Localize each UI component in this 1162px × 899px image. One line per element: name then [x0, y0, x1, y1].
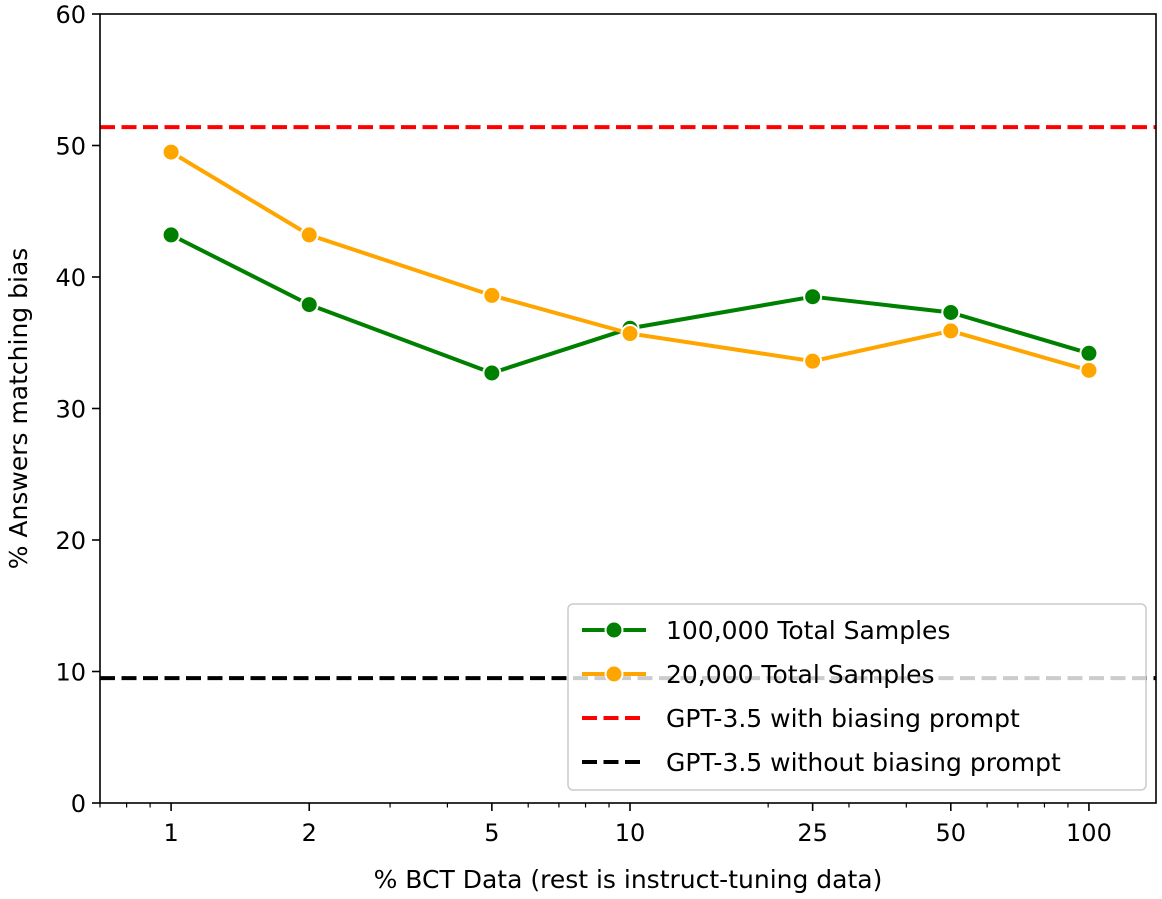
- y-tick-label-0: 0: [71, 790, 86, 818]
- series-2-point-2: [299, 225, 319, 245]
- y-tick-label-20: 20: [55, 527, 86, 555]
- legend-label-1: 100,000 Total Samples: [666, 616, 950, 645]
- x-tick-label-2: 2: [302, 819, 317, 847]
- legend: 100,000 Total Samples 20,000 Total Sample…: [567, 603, 1147, 791]
- series-1-point-7: [1079, 343, 1099, 363]
- series-2-point-6: [941, 321, 961, 341]
- legend-label-2: 20,000 Total Samples: [666, 660, 935, 689]
- x-tick-label-100: 100: [1066, 819, 1112, 847]
- y-tick-label-50: 50: [55, 133, 86, 161]
- x-tick-label-50: 50: [936, 819, 967, 847]
- y-tick-label-60: 60: [55, 1, 86, 29]
- legend-label-4: GPT-3.5 without biasing prompt: [666, 748, 1061, 777]
- plot-data-layer: [100, 125, 1156, 681]
- legend-label-3: GPT-3.5 with biasing prompt: [666, 704, 1020, 733]
- x-tick-label-5: 5: [484, 819, 499, 847]
- y-tick-label-30: 30: [55, 396, 86, 424]
- series-1-point-6: [941, 303, 961, 323]
- y-tick-label-40: 40: [55, 264, 86, 292]
- series-2-point-7: [1079, 360, 1099, 380]
- series-2-point-5: [803, 351, 823, 371]
- y-axis-label: % Answers matching bias: [4, 248, 33, 570]
- series-1-point-2: [299, 295, 319, 315]
- series-1-point-3: [482, 363, 502, 383]
- x-tick-label-10: 10: [615, 819, 646, 847]
- series-1-point-1: [161, 225, 181, 245]
- legend-marker-1: [604, 620, 624, 640]
- series-2-point-4: [620, 324, 640, 344]
- x-tick-label-1: 1: [163, 819, 178, 847]
- legend-box: [567, 603, 1147, 791]
- series-2-point-3: [482, 285, 502, 305]
- y-tick-label-10: 10: [55, 659, 86, 687]
- series-1-point-5: [803, 287, 823, 307]
- x-axis-label: % BCT Data (rest is instruct-tuning data…: [374, 865, 883, 894]
- x-tick-label-25: 25: [797, 819, 828, 847]
- series-2-point-1: [161, 142, 181, 162]
- legend-marker-2: [604, 664, 624, 684]
